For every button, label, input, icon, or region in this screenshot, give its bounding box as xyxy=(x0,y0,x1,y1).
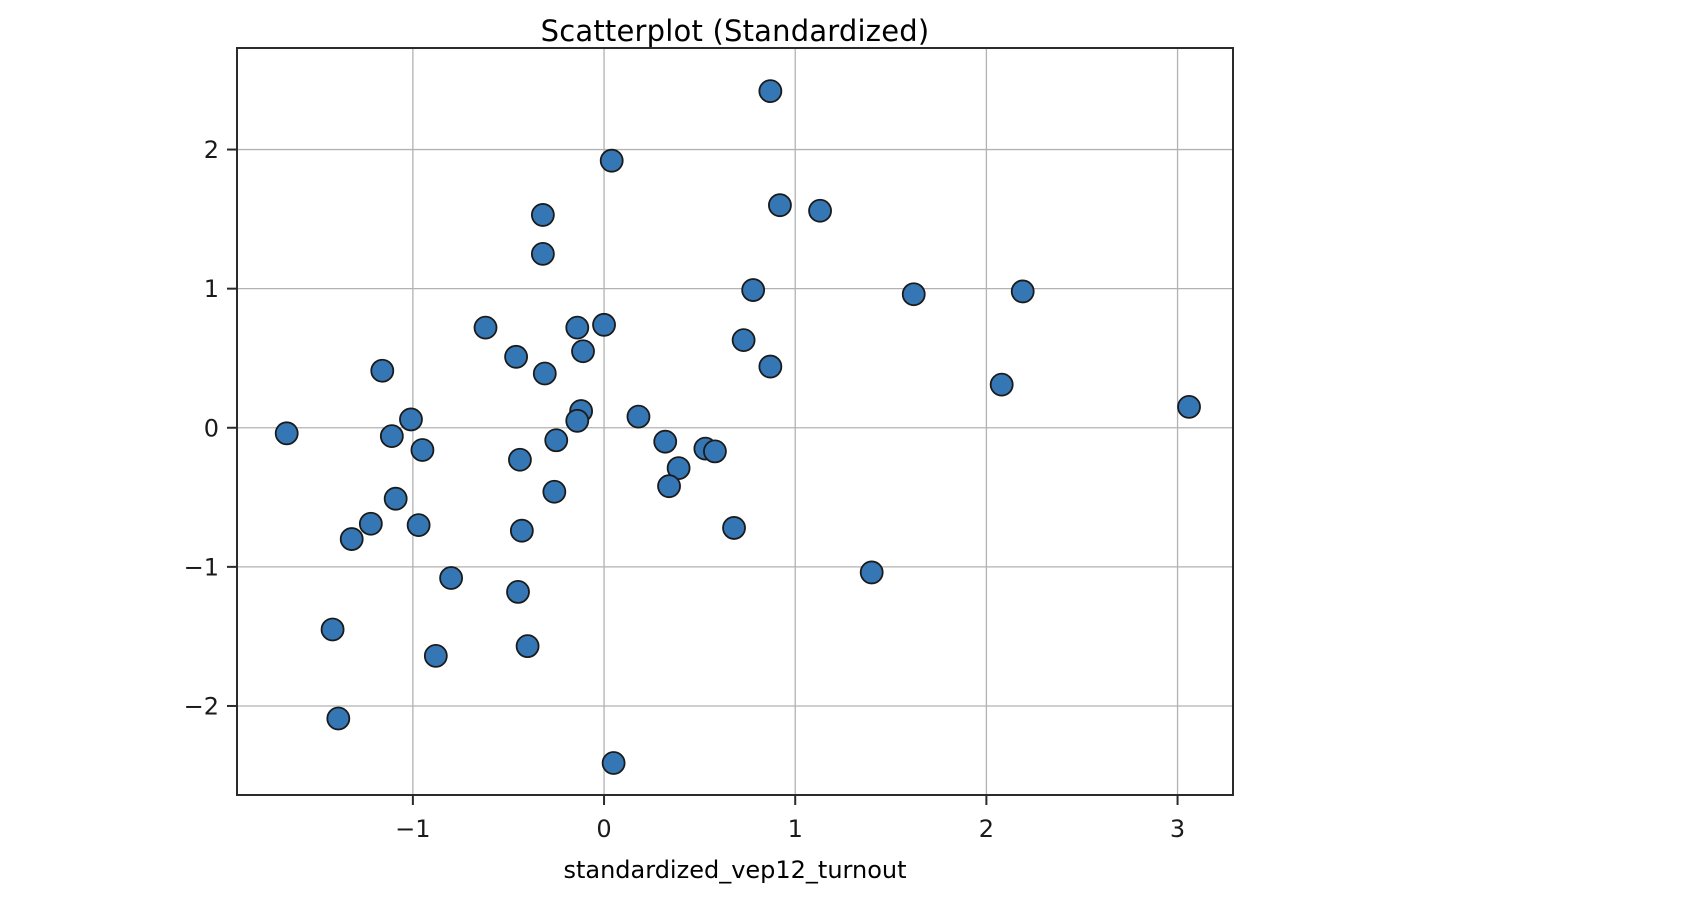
data-point xyxy=(274,421,299,446)
data-point xyxy=(859,560,884,585)
data-point xyxy=(406,513,431,538)
data-point xyxy=(530,241,555,266)
data-point xyxy=(808,198,832,223)
y-tick-label: 1 xyxy=(204,275,219,303)
data-point xyxy=(599,148,624,173)
data-point xyxy=(410,438,435,462)
data-point xyxy=(399,407,423,432)
y-tick-label: −1 xyxy=(184,553,219,581)
data-point xyxy=(626,404,651,429)
x-tick-label: 0 xyxy=(596,815,611,843)
y-tick-label: 2 xyxy=(204,136,219,164)
data-point xyxy=(358,511,383,536)
data-point xyxy=(758,79,783,104)
x-axis-label: standardized_vep12_turnout xyxy=(563,856,907,884)
data-point xyxy=(565,315,590,340)
data-point xyxy=(703,439,727,464)
data-point xyxy=(515,634,540,659)
data-point xyxy=(601,751,626,775)
data-point xyxy=(423,643,448,668)
data-point xyxy=(504,344,529,369)
data-point xyxy=(768,193,792,218)
data-point xyxy=(592,312,616,337)
data-point xyxy=(901,282,926,307)
y-tick-label: 0 xyxy=(204,414,219,442)
data-point xyxy=(741,278,766,302)
x-tick-label: 3 xyxy=(1170,815,1185,843)
data-point xyxy=(379,424,404,449)
data-point xyxy=(530,203,555,227)
data-point xyxy=(1177,394,1201,419)
data-point xyxy=(722,516,746,540)
data-point xyxy=(383,486,408,511)
data-point xyxy=(509,518,534,543)
data-point xyxy=(653,429,678,454)
data-point xyxy=(508,447,532,472)
data-point xyxy=(542,479,567,504)
x-tick-label: −1 xyxy=(395,815,430,843)
chart-title: Scatterplot (Standardized) xyxy=(540,14,930,48)
x-tick-label: 2 xyxy=(979,815,994,843)
y-tick-label: −2 xyxy=(184,692,219,720)
data-point xyxy=(320,617,345,642)
x-tick-label: 1 xyxy=(788,815,803,843)
plot-border xyxy=(236,47,1234,796)
data-point xyxy=(731,328,756,353)
data-point xyxy=(339,527,364,551)
data-point xyxy=(758,354,783,379)
data-point xyxy=(370,358,395,383)
data-point xyxy=(506,580,530,604)
data-point xyxy=(439,566,464,590)
data-point xyxy=(1010,279,1035,304)
data-point xyxy=(989,372,1014,397)
data-point xyxy=(473,315,498,340)
data-point xyxy=(326,706,351,731)
data-point xyxy=(565,408,590,433)
data-point xyxy=(544,428,569,453)
data-point xyxy=(657,474,681,499)
data-point xyxy=(571,339,595,364)
data-point xyxy=(532,361,557,386)
